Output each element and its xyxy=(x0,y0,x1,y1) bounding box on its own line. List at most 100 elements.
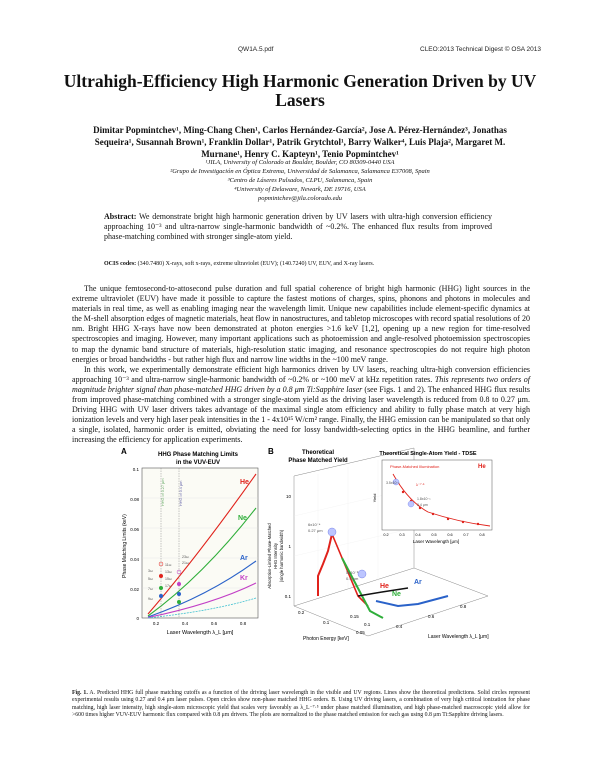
b-xtick-small-3: 0.15 xyxy=(350,614,359,619)
panel-b-title-1: Theoretical xyxy=(302,450,334,456)
a-line-he xyxy=(147,473,257,615)
paragraph-2-emphasis: This represents two orders of magnitude … xyxy=(72,374,530,394)
abstract: Abstract: We demonstrate bright high har… xyxy=(104,212,492,242)
a-xtick-4: 0.8 xyxy=(240,621,247,626)
inset-title: Theoretical Single-Atom Yield - TDSE xyxy=(379,451,477,457)
inset-xlabel: Laser Wavelength [μm] xyxy=(413,539,459,544)
figure-caption: Fig. 1. A. Predicted HHG full phase matc… xyxy=(72,690,530,720)
inset-annot-2: λ⁻⁷·⁵ xyxy=(416,482,425,487)
header-venue: CLEO:2013 Technical Digest © OSA 2013 xyxy=(420,46,542,53)
b-wtick-1: 0.4 xyxy=(396,624,403,629)
panel-a: A HHG Phase Matching Limits in the VUV-E… xyxy=(121,447,259,636)
paragraph-2-part-c: (see Figs. 1 and 2). The enhanced HHG fl… xyxy=(72,384,530,445)
affiliations: ¹JILA, University of Colorado at Boulder… xyxy=(120,158,480,203)
inset-ylabel: Yield xyxy=(372,494,377,503)
paragraph-2-part-a: In this work, we experimentally demonstr… xyxy=(72,364,530,384)
panel-a-title-1: HHG Phase Matching Limits xyxy=(158,452,239,458)
paragraph-2: In this work, we experimentally demonstr… xyxy=(72,365,530,446)
inset-annot-4: 0.4 μm xyxy=(417,503,428,507)
a-annot-04: HHG of 0.4 μm xyxy=(179,481,183,506)
ocis-text: (340.7480) X-rays, soft x-rays, extreme … xyxy=(137,261,375,267)
a-points xyxy=(158,561,182,604)
a-annot-21w: 21ω xyxy=(182,561,189,565)
b-ztick-2: 1 xyxy=(288,544,291,549)
contact-email: popmintchev@jila.colorado.edu xyxy=(258,195,342,202)
a-annot-17w: 17ω xyxy=(165,584,172,588)
a-annot-11w: 11ω xyxy=(165,563,172,567)
b-ztick-1: 10 xyxy=(286,494,292,499)
panel-b-label: B xyxy=(268,447,274,456)
b-annot-027um: 0.27 μm xyxy=(308,528,323,533)
b-ylabel-3: (single harmonic bandwidth) xyxy=(279,529,284,582)
a-series-ar: Ar xyxy=(240,555,248,562)
b-xlabel: Photon Energy [keV] xyxy=(303,636,349,642)
caption-label: Fig. 1. xyxy=(72,690,88,696)
paragraph-1: The unique femtosecond-to-attosecond pul… xyxy=(72,284,530,364)
a-annot-027: HHG of 0.27 μm xyxy=(161,478,165,506)
b-ylabel-2: HHG Intensity xyxy=(273,542,278,569)
b-annot-04um: 0.4 μm xyxy=(346,576,359,581)
inset-xtick-6: 0.7 xyxy=(463,533,468,537)
b-annot-5e-5: 5x10⁻⁵ xyxy=(346,570,359,575)
a-xtick-1: 0.2 xyxy=(153,621,160,626)
a-annot-7w: 7ω xyxy=(148,587,153,591)
caption-text: A. Predicted HHG full phase matching cut… xyxy=(72,690,530,719)
inset-annot-1: 3.5x10⁻¹ xyxy=(386,481,400,485)
b-annot-6e-4: 6x10⁻⁴ xyxy=(308,522,321,527)
a-annot-15w: 15ω xyxy=(165,577,172,581)
abstract-label: Abstract: xyxy=(104,212,137,221)
a-xtick-2: 0.4 xyxy=(182,621,189,626)
inset-curve xyxy=(392,473,491,527)
a-ytick-3: 0.06 xyxy=(130,527,139,532)
a-series-ne: Ne xyxy=(238,515,247,522)
inset-tdse: Theoretical Single-Atom Yield - TDSE Pha… xyxy=(372,451,493,544)
affiliation-1: ¹JILA, University of Colorado at Boulder… xyxy=(205,159,395,166)
a-ytick-1: 0.1 xyxy=(133,467,140,472)
inset-xtick-4: 0.5 xyxy=(431,533,436,537)
panel-a-frame xyxy=(141,467,259,619)
b-wtick-2: 0.6 xyxy=(428,614,435,619)
a-annot-9w: 9ω xyxy=(148,597,153,601)
inset-xtick-3: 0.4 xyxy=(415,533,420,537)
a-ytick-5: 0.02 xyxy=(130,587,139,592)
a-series-kr: Kr xyxy=(240,575,248,582)
b-ylabel-1: Absorption-Limited Phase-Matched xyxy=(267,523,272,589)
a-annot-5w: 5ω xyxy=(148,577,153,581)
b-curves xyxy=(317,527,449,619)
abstract-text: We demonstrate bright high harmonic gene… xyxy=(104,212,492,241)
panel-a-title-2: in the VUV-EUV xyxy=(176,460,220,466)
b-ztick-3: 0.1 xyxy=(285,594,292,599)
author-list: Dimitar Popmintchev¹, Ming-Chang Chen¹, … xyxy=(93,125,507,159)
inset-legend: Phase-Matched Illumination xyxy=(390,464,439,469)
b-xtick-small-1: 0.05 xyxy=(356,630,365,635)
affiliation-2: ²Grupo de Investigación en Óptica Extrem… xyxy=(170,168,430,175)
a-xlabel: Laser Wavelength λ_L [μm] xyxy=(167,630,234,636)
a-series-he: He xyxy=(240,479,249,486)
b-wlabel: Laser Wavelength λ_L [μm] xyxy=(428,634,489,640)
affiliation-3: ³Centro de Láseres Pulsados, CLPU, Salam… xyxy=(227,177,373,184)
inset-he: He xyxy=(478,464,486,470)
a-ytick-2: 0.08 xyxy=(130,497,139,502)
a-line-kr xyxy=(147,582,257,619)
inset-marker-027 xyxy=(392,478,400,486)
ocis-label: OCIS codes: xyxy=(104,261,137,267)
inset-annot-3: 1.8x10⁻¹ xyxy=(417,497,431,501)
a-xtick-3: 0.6 xyxy=(211,621,218,626)
inset-xtick-5: 0.6 xyxy=(447,533,452,537)
b-xtick-small-2: 0.1 xyxy=(364,622,371,627)
b-series-ar: Ar xyxy=(414,579,422,586)
panel-b-title-2: Phase Matched Yield xyxy=(288,458,348,464)
a-ytick-6: 0 xyxy=(136,616,139,621)
paper-title: Ultrahigh-Efficiency High Harmonic Gener… xyxy=(63,71,537,110)
b-xtick-2: 0.1 xyxy=(323,620,330,625)
body-text: The unique femtosecond-to-attosecond pul… xyxy=(72,284,530,446)
b-xtick-1: 0.2 xyxy=(298,610,305,615)
figure-1: A HHG Phase Matching Limits in the VUV-E… xyxy=(121,447,493,642)
ocis-codes: OCIS codes: (340.7480) X-rays, soft x-ra… xyxy=(104,260,492,268)
a-ytick-4: 0.04 xyxy=(130,557,139,562)
a-annot-23w: 23ω xyxy=(182,555,189,559)
inset-xtick-7: 0.8 xyxy=(479,533,484,537)
panel-a-label: A xyxy=(121,447,127,456)
b-series-ne: Ne xyxy=(392,591,401,598)
inset-xtick-2: 0.3 xyxy=(399,533,404,537)
